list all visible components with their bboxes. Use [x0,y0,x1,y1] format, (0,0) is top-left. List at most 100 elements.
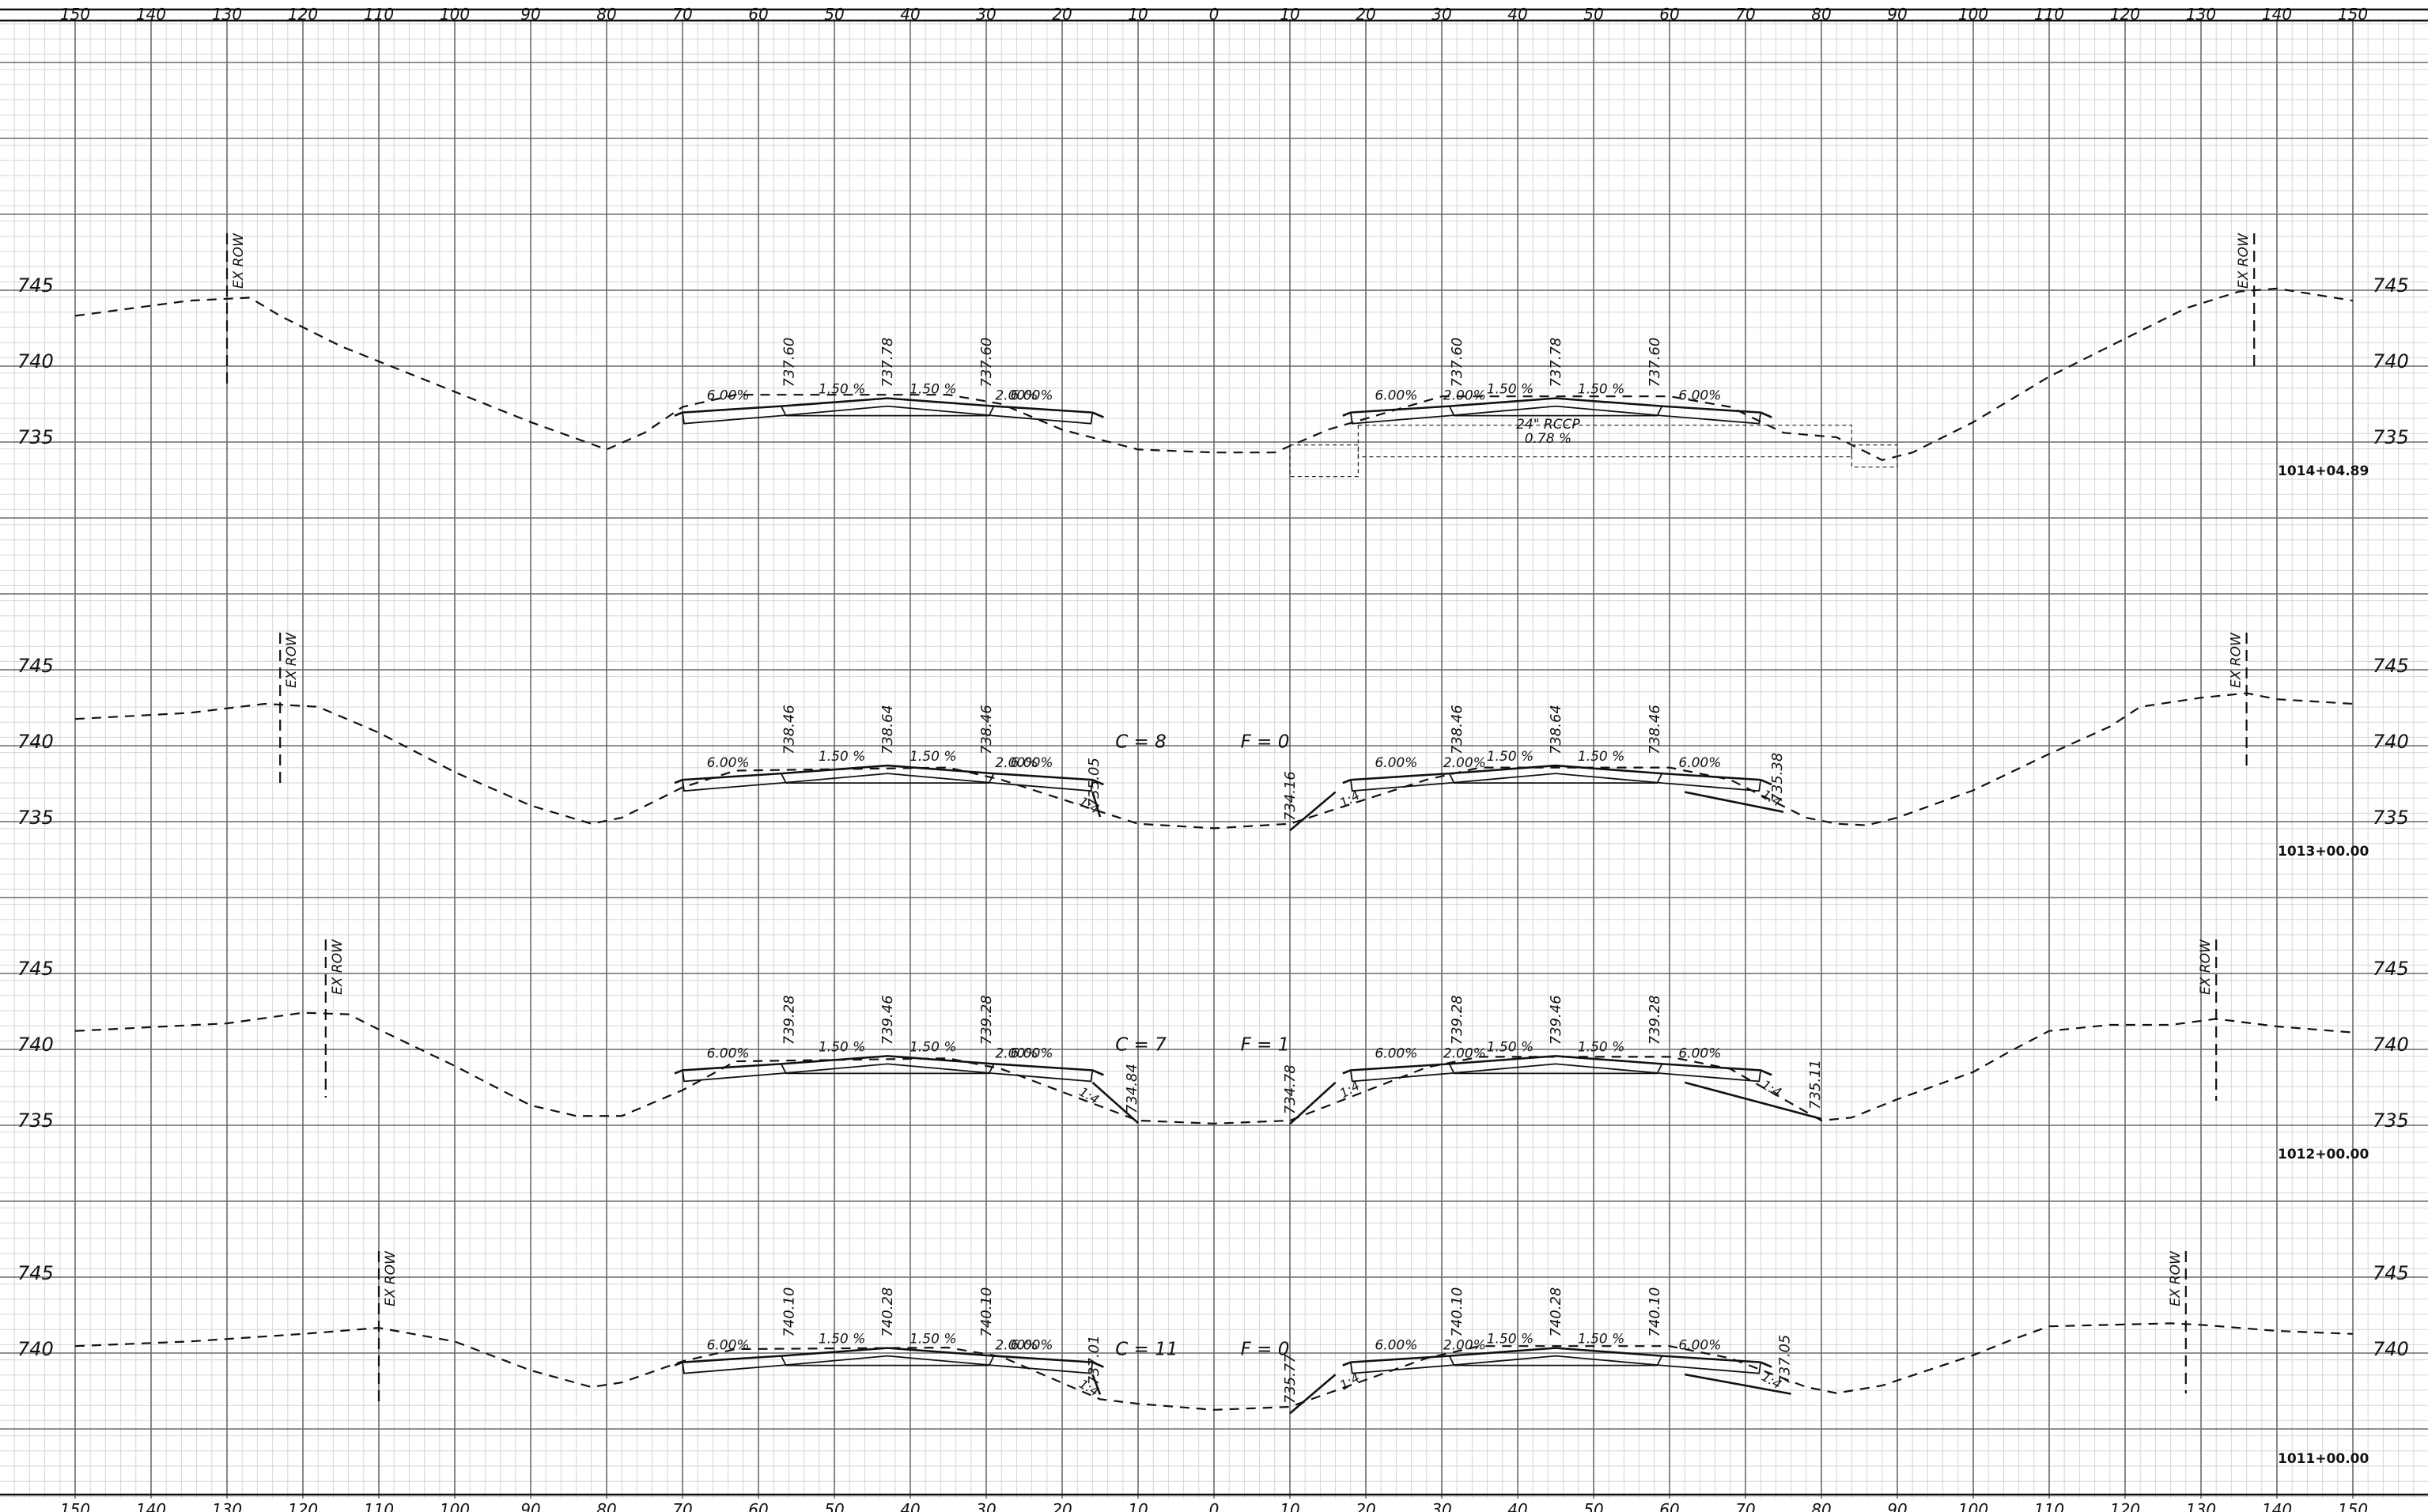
finished-grade-right [1350,1055,1761,1072]
pavement-section-right [1448,1355,1663,1366]
bottom-scale-label: 110 [2034,1500,2064,1512]
bottom-scale-label: 150 [60,1500,90,1512]
edge-left [674,1069,683,1075]
existing-ground-line [74,287,2354,461]
top-scale-label: 130 [212,5,242,24]
bottom-scale-label: 120 [2110,1500,2140,1512]
shoulder-left-left [682,779,781,792]
grade-elevation-label: 737.60 [1647,338,1663,387]
cross-slope-label: 1.50 % [1578,382,1624,398]
cut-label: C = 7 [1115,1035,1167,1056]
tie-elevation-label: 735.11 [1807,1060,1824,1109]
sections: 745 745 740 740 735 735 EX ROW EX ROW 6.00% 1.50 … [17,232,2409,1467]
elevation-label-left: 745 [17,1262,54,1284]
grade-elevation-label: 738.46 [1449,705,1465,754]
side-slope-line [1289,791,1337,832]
station-label: 1011+00.00 [2278,1451,2369,1467]
bottom-scale-label: 90 [1887,1500,1907,1512]
row-label-right: EX ROW [2168,1250,2184,1306]
cross-slope-label: 6.00% [1678,1338,1721,1354]
elevation-label-left: 735 [17,426,54,448]
top-scale-label: 0 [1209,5,1220,24]
shoulder-left-right [1349,779,1450,792]
edge-right [1342,1361,1352,1366]
bottom-scale-label: 0 [1209,1500,1220,1512]
elevation-label-right: 735 [2373,807,2409,829]
elevation-label-right: 745 [2373,958,2409,980]
elevation-label-right: 745 [2373,274,2409,297]
shoulder-slope-label: 2.00% [995,755,1038,771]
top-scale-label: 100 [440,5,470,24]
grade-elevation-label: 737.60 [978,338,995,387]
cross-slope-label: 6.00% [1011,1045,1053,1061]
grade-elevation-label: 739.28 [781,995,797,1045]
tie-elevation-label: 735.38 [1769,753,1786,803]
existing-ground-line [74,1322,2354,1411]
cross-slope-label: 6.00% [707,755,750,771]
bottom-scale-label: 100 [440,1500,470,1512]
elevation-label-left: 735 [17,1109,54,1132]
finished-grade-left [682,1347,1093,1363]
elevation-label-right: 740 [2373,1034,2409,1056]
cross-slope-label: 6.00% [707,388,750,404]
edge-left [1091,778,1104,786]
grade-elevation-label: 737.78 [879,338,896,387]
bottom-scale-label: 30 [1431,1500,1451,1512]
edge-left [674,411,683,417]
tie-elevation-label: 734.16 [1282,771,1299,821]
pavement-base-left [781,1355,994,1366]
top-scale-label: 110 [2034,5,2064,24]
culvert-pipe [1357,424,1853,458]
finished-grade-right [1350,397,1761,414]
pavement-section-left [780,773,995,784]
elevation-label-left: 740 [17,731,54,753]
bottom-scale-label: 140 [136,1500,166,1512]
shoulder-left-left [682,412,781,425]
bottom-scale-label: 70 [672,1500,692,1512]
row-label-left: EX ROW [231,232,247,289]
pavement-section-right [1448,406,1663,417]
top-scale-label: 50 [824,5,844,24]
shoulder-right-left [993,779,1094,792]
cross-slope-label: 1.50 % [1578,1332,1624,1348]
grade-elevation-label: 739.46 [879,995,896,1045]
side-slope-line [1289,1081,1337,1125]
cross-slope-label: 1.50 % [1578,749,1624,765]
cross-slope-label: 6.00% [1375,1045,1417,1061]
culvert-slope-label: 0.78 % [1525,431,1571,447]
cross-slope-label: 1.50 % [910,382,956,398]
pavement-section-left [780,1063,995,1075]
side-slope-line [1091,792,1102,818]
top-scale-label: 90 [520,5,540,24]
cross-slope-label: 1.50 % [910,749,956,765]
grade-elevation-label: 739.46 [1548,995,1564,1045]
top-scale-label: 30 [976,5,996,24]
grade-elevation-label: 738.64 [1548,705,1564,754]
pavement-section-right [1448,773,1663,784]
cross-slope-label: 1.50 % [819,749,865,765]
grade-elevation-label: 740.10 [978,1287,995,1337]
pavement-base-right [1449,773,1662,784]
top-scale-label: 60 [1659,5,1679,24]
fill-label: F = 1 [1241,1035,1290,1056]
edge-right [1760,1361,1772,1368]
row-label-left: EX ROW [284,632,300,688]
bottom-scale-label: 60 [1659,1500,1679,1512]
cut-label: C = 11 [1115,1340,1178,1360]
shoulder-right-left [993,412,1094,425]
bottom-scale-label: 50 [1583,1500,1603,1512]
cross-slope-label: 6.00% [1011,388,1053,404]
elevation-label-left: 745 [17,958,54,980]
grade-elevation-label: 737.60 [1449,338,1465,387]
elevation-label-left: 735 [17,807,54,829]
top-scale-label: 70 [672,5,692,24]
top-scale-label: 10 [1128,5,1148,24]
shoulder-slope-label: 2.00% [995,388,1038,404]
grade-elevation-label: 737.78 [1548,338,1564,387]
shoulder-slope-label: 2.00% [1443,755,1486,771]
cross-slope-label: 1.50 % [819,382,865,398]
edge-right [1342,1069,1352,1075]
edge-left [674,778,683,784]
finished-grade-left [682,764,1093,781]
